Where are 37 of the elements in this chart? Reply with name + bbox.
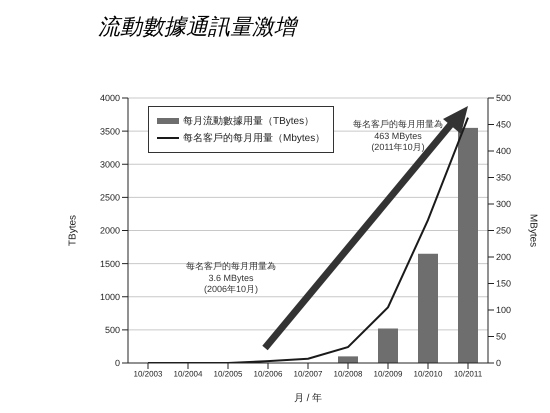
y-tick-label: 3000 — [100, 159, 120, 170]
legend-label: 每名客戶的每月用量（Mbytes） — [183, 132, 326, 145]
y-tick-label: 500 — [104, 325, 120, 336]
x-tick-label: 10/2011 — [454, 370, 483, 379]
y-tick-label: 4000 — [100, 93, 120, 104]
y-tick-label: 1000 — [100, 292, 120, 302]
y2-tick-label: 400 — [496, 146, 512, 156]
x-axis-title: 月 / 年 — [294, 392, 322, 404]
y-tick-label: 3500 — [100, 126, 120, 136]
y2-tick-label: 150 — [496, 278, 512, 289]
y-tick-label: 2500 — [100, 192, 120, 203]
x-tick-label: 10/2010 — [414, 370, 444, 379]
x-tick-label: 10/2009 — [374, 370, 404, 379]
y-tick-label: 0 — [114, 358, 120, 368]
y-tick-label: 2000 — [100, 226, 120, 236]
x-tick-label: 10/2006 — [254, 370, 284, 379]
annotation: 每名客戶的每月用量為 463 MBytes (2011年10月) — [353, 118, 443, 154]
chart-title: 流動數據通訊量激增 — [97, 14, 300, 42]
x-tick-label: 10/2004 — [174, 370, 204, 379]
y-axis-title: TBytes — [68, 214, 79, 246]
y2-tick-label: 0 — [496, 358, 502, 368]
x-tick-label: 10/2005 — [214, 370, 244, 379]
y2-axis-title: MBytes — [527, 214, 538, 248]
legend-label: 每月流動數據用量（TBytes） — [183, 114, 314, 128]
y2-tick-label: 100 — [496, 305, 512, 316]
x-tick-label: 10/2008 — [334, 370, 364, 379]
x-tick-label: 10/2003 — [134, 370, 164, 379]
y2-tick-label: 300 — [496, 199, 512, 210]
y2-tick-label: 350 — [496, 172, 512, 183]
y2-tick-label: 50 — [496, 332, 506, 342]
x-tick-label: 10/2007 — [294, 370, 324, 379]
y2-tick-label: 450 — [496, 120, 512, 130]
y-tick-label: 1500 — [100, 258, 120, 269]
y2-tick-label: 250 — [496, 226, 512, 236]
y2-tick-label: 200 — [496, 252, 512, 262]
annotation: 每名客戶的每月用量為 3.6 MBytes (2006年10月) — [186, 260, 276, 296]
y2-tick-label: 500 — [496, 93, 512, 104]
